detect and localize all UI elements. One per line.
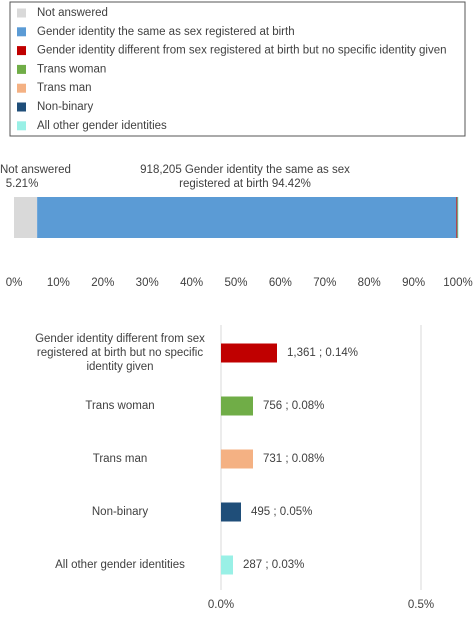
bar: [221, 502, 241, 522]
x-tick-label: 60%: [269, 277, 292, 289]
data-label: 918,205 Gender identity the same as sex …: [140, 164, 350, 190]
x-tick-label: 10%: [47, 277, 70, 289]
bar-segment: [456, 197, 457, 238]
bar-segment: [456, 197, 458, 238]
legend-swatch: [17, 27, 26, 37]
x-tick-label: 100%: [443, 277, 472, 289]
x-tick-label: 0.5%: [408, 599, 434, 611]
data-label: 1,361 ; 0.14%: [287, 347, 358, 359]
legend-label: Trans woman: [37, 63, 106, 75]
legend-swatch: [17, 46, 26, 56]
legend-swatch: [17, 64, 26, 74]
y-tick-label: Gender identity different from sex regis…: [35, 333, 205, 373]
legend-swatch: [17, 83, 26, 93]
bar: [221, 449, 253, 469]
x-tick-label: 0.0%: [208, 599, 234, 611]
legend-label: Not answered: [37, 7, 108, 19]
data-label: 756 ; 0.08%: [263, 400, 324, 412]
legend-swatch: [17, 8, 26, 18]
y-tick-label: Non-binary: [91, 506, 149, 518]
x-tick-label: 20%: [91, 277, 114, 289]
data-label: 495 ; 0.05%: [251, 506, 312, 518]
bar-segment: [457, 197, 458, 238]
bar-segment: [14, 197, 38, 238]
y-tick-label: Trans man: [92, 453, 148, 465]
legend-label: Gender identity the same as sex register…: [37, 26, 295, 38]
x-tick-label: 90%: [402, 277, 425, 289]
legend-swatch: [17, 102, 26, 112]
legend-label: Trans man: [37, 82, 92, 94]
bar-segment: [37, 197, 457, 238]
legend-swatch: [17, 121, 26, 131]
y-tick-label: Trans woman: [85, 400, 155, 412]
x-tick-label: 80%: [358, 277, 381, 289]
data-label: 731 ; 0.08%: [263, 453, 324, 465]
x-tick-label: 30%: [136, 277, 159, 289]
y-tick-label: All other gender identities: [55, 559, 185, 571]
legend-label: All other gender identities: [37, 120, 167, 132]
bar: [221, 396, 253, 416]
x-tick-label: 40%: [180, 277, 203, 289]
segment-name: Not answered: [0, 164, 71, 176]
legend-label: Gender identity different from sex regis…: [37, 45, 447, 57]
data-label: 5.21%: [5, 178, 39, 190]
x-tick-label: 70%: [313, 277, 336, 289]
bar-segment: [457, 197, 459, 238]
bar: [221, 555, 233, 575]
x-tick-label: 0%: [6, 277, 23, 289]
data-label: 287 ; 0.03%: [243, 559, 304, 571]
x-tick-label: 50%: [224, 277, 247, 289]
bar: [221, 343, 277, 363]
legend-label: Non-binary: [37, 101, 93, 113]
legend-box: [9, 1, 466, 137]
